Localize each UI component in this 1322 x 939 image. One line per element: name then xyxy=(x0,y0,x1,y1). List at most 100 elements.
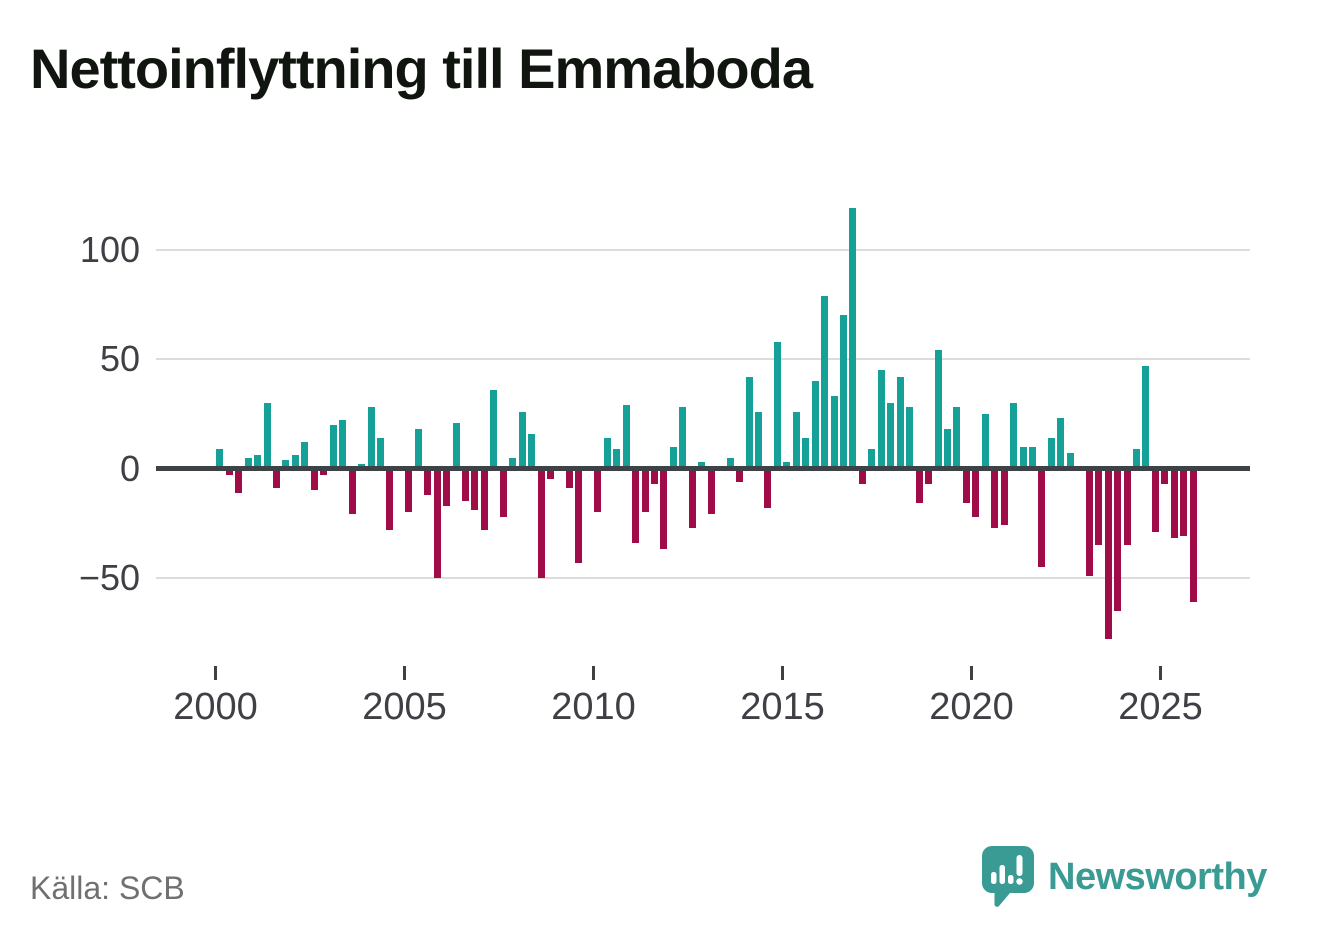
y-axis-tick-label: 50 xyxy=(99,338,140,380)
source-note: Källa: SCB xyxy=(30,870,185,906)
bar xyxy=(943,429,951,469)
bar xyxy=(386,468,394,530)
chart-title: Nettoinflyttning till Emmaboda xyxy=(30,37,813,100)
bar xyxy=(773,341,781,469)
bar xyxy=(462,468,469,502)
bar xyxy=(1114,468,1122,611)
bar xyxy=(698,461,706,469)
bar xyxy=(291,455,299,469)
bar xyxy=(925,468,933,484)
bar xyxy=(320,468,328,476)
bar xyxy=(868,448,876,469)
bar xyxy=(953,407,961,469)
bar xyxy=(840,315,847,469)
bar xyxy=(273,468,280,489)
bar xyxy=(537,468,545,578)
bar xyxy=(660,468,668,550)
bar xyxy=(981,413,989,469)
bar xyxy=(821,295,829,469)
bar xyxy=(991,468,999,528)
bar xyxy=(972,468,980,517)
bar xyxy=(1180,468,1188,537)
bar xyxy=(877,370,885,469)
bar xyxy=(528,433,536,469)
x-axis-tick-label: 2015 xyxy=(740,686,825,728)
bar xyxy=(244,457,252,469)
bar xyxy=(376,437,384,469)
bar xyxy=(348,468,356,515)
bar xyxy=(414,429,422,469)
bar xyxy=(632,468,640,543)
bar xyxy=(565,468,573,489)
bar xyxy=(1057,418,1065,469)
bar xyxy=(1010,402,1018,469)
bar xyxy=(480,468,488,530)
bar xyxy=(764,468,772,508)
brand-lockup: Newsworthy xyxy=(982,846,1267,908)
x-axis-tick-mark xyxy=(970,666,973,680)
bar xyxy=(310,468,318,491)
x-axis-tick-mark xyxy=(592,666,595,680)
bar xyxy=(1000,468,1008,526)
bar xyxy=(499,468,507,517)
gridline-y50 xyxy=(156,358,1250,361)
bar xyxy=(1038,468,1046,567)
bar xyxy=(424,468,432,495)
bar xyxy=(225,468,233,476)
bar xyxy=(613,448,621,469)
gridline-y-50 xyxy=(156,576,1250,579)
bar xyxy=(433,468,441,578)
bar xyxy=(367,407,375,469)
bar xyxy=(962,468,970,504)
bar xyxy=(896,376,904,469)
bar xyxy=(915,468,923,504)
y-axis-tick-label: 100 xyxy=(79,228,140,270)
bar xyxy=(405,468,413,513)
bar xyxy=(509,457,517,469)
bar xyxy=(575,468,583,563)
bar xyxy=(1047,437,1055,469)
brand-name: Newsworthy xyxy=(1048,855,1267,898)
bar xyxy=(887,402,895,469)
bar xyxy=(263,402,271,469)
bar xyxy=(490,389,498,469)
bar xyxy=(452,422,460,469)
bar xyxy=(811,381,819,469)
gridline-y100 xyxy=(156,248,1250,251)
bar xyxy=(783,461,791,469)
bar xyxy=(792,411,800,469)
x-axis-tick-mark xyxy=(781,666,784,680)
bar xyxy=(301,442,309,469)
bar xyxy=(688,468,696,528)
bar xyxy=(754,411,762,469)
bar xyxy=(1123,468,1131,546)
bar xyxy=(254,455,262,469)
x-axis-tick-label: 2025 xyxy=(1118,686,1203,728)
bar xyxy=(736,468,744,482)
bar xyxy=(1132,448,1140,469)
bar xyxy=(622,405,630,469)
bar xyxy=(518,411,526,469)
newsworthy-logo-icon xyxy=(982,846,1034,908)
bar xyxy=(471,468,479,511)
bar xyxy=(339,420,347,469)
bar xyxy=(603,437,611,469)
x-axis-tick-mark xyxy=(1159,666,1162,680)
x-axis-tick-label: 2005 xyxy=(362,686,447,728)
bar xyxy=(1142,365,1150,469)
bar xyxy=(745,376,753,469)
bar xyxy=(669,446,677,469)
bar xyxy=(1189,468,1197,602)
bar xyxy=(707,468,715,515)
bar xyxy=(443,468,451,506)
y-axis-tick-label: −50 xyxy=(78,556,140,598)
bar xyxy=(282,459,290,469)
bar xyxy=(1151,468,1159,532)
bar xyxy=(726,457,734,469)
bar xyxy=(547,468,555,480)
zero-axis-line xyxy=(156,466,1250,471)
bar xyxy=(934,350,942,469)
x-axis-tick-label: 2010 xyxy=(551,686,636,728)
y-axis-tick-label: 0 xyxy=(119,447,140,489)
